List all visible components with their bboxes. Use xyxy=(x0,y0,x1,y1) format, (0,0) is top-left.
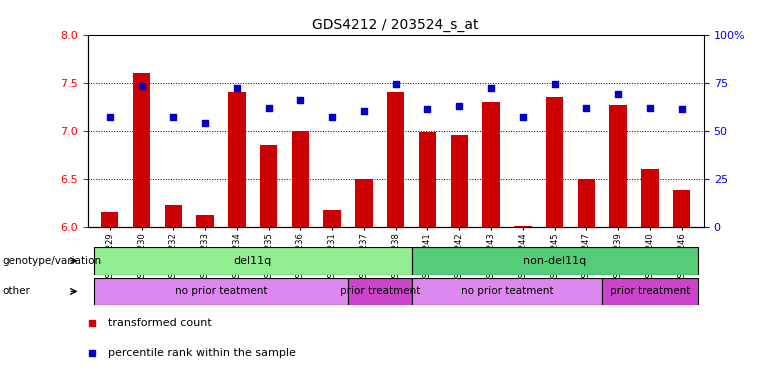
Point xyxy=(199,120,211,126)
Bar xyxy=(94,278,348,305)
Point xyxy=(644,104,656,111)
Bar xyxy=(164,205,182,227)
Bar xyxy=(673,190,690,227)
Bar xyxy=(546,97,563,227)
Bar xyxy=(451,136,468,227)
Bar xyxy=(514,226,531,227)
Point xyxy=(231,85,243,91)
Point xyxy=(485,85,497,91)
Point xyxy=(326,114,338,120)
Bar xyxy=(196,215,214,227)
Text: prior treatment: prior treatment xyxy=(610,286,690,296)
Text: prior treatment: prior treatment xyxy=(339,286,420,296)
Point xyxy=(167,114,180,120)
Bar xyxy=(323,210,341,227)
Text: transformed count: transformed count xyxy=(108,318,212,328)
Bar xyxy=(291,131,309,227)
Text: percentile rank within the sample: percentile rank within the sample xyxy=(108,348,296,358)
Bar xyxy=(610,105,627,227)
Point xyxy=(612,91,624,97)
Bar xyxy=(355,179,373,227)
Bar xyxy=(101,212,119,227)
Point xyxy=(454,103,466,109)
Bar xyxy=(132,73,150,227)
Point xyxy=(103,114,116,120)
Text: non-del11q: non-del11q xyxy=(523,256,586,266)
Bar xyxy=(482,102,500,227)
Bar xyxy=(387,92,404,227)
Point xyxy=(676,106,688,113)
Text: no prior teatment: no prior teatment xyxy=(175,286,267,296)
Point xyxy=(581,104,593,111)
Bar xyxy=(602,278,698,305)
Bar xyxy=(260,145,277,227)
Bar xyxy=(412,247,698,275)
Text: no prior teatment: no prior teatment xyxy=(460,286,553,296)
Bar xyxy=(642,169,659,227)
Point xyxy=(422,106,434,113)
Bar xyxy=(348,278,412,305)
Bar xyxy=(94,247,412,275)
Text: genotype/variation: genotype/variation xyxy=(2,256,101,266)
Text: del11q: del11q xyxy=(234,256,272,266)
Point xyxy=(135,83,148,89)
Bar xyxy=(412,278,602,305)
Bar xyxy=(578,179,595,227)
Point xyxy=(295,97,307,103)
Bar xyxy=(419,132,436,227)
Point xyxy=(549,81,561,88)
Title: GDS4212 / 203524_s_at: GDS4212 / 203524_s_at xyxy=(313,18,479,32)
Point xyxy=(517,114,529,120)
Bar xyxy=(228,92,246,227)
Point xyxy=(358,108,370,114)
Point xyxy=(263,104,275,111)
Text: other: other xyxy=(2,286,30,296)
Point xyxy=(390,81,402,88)
